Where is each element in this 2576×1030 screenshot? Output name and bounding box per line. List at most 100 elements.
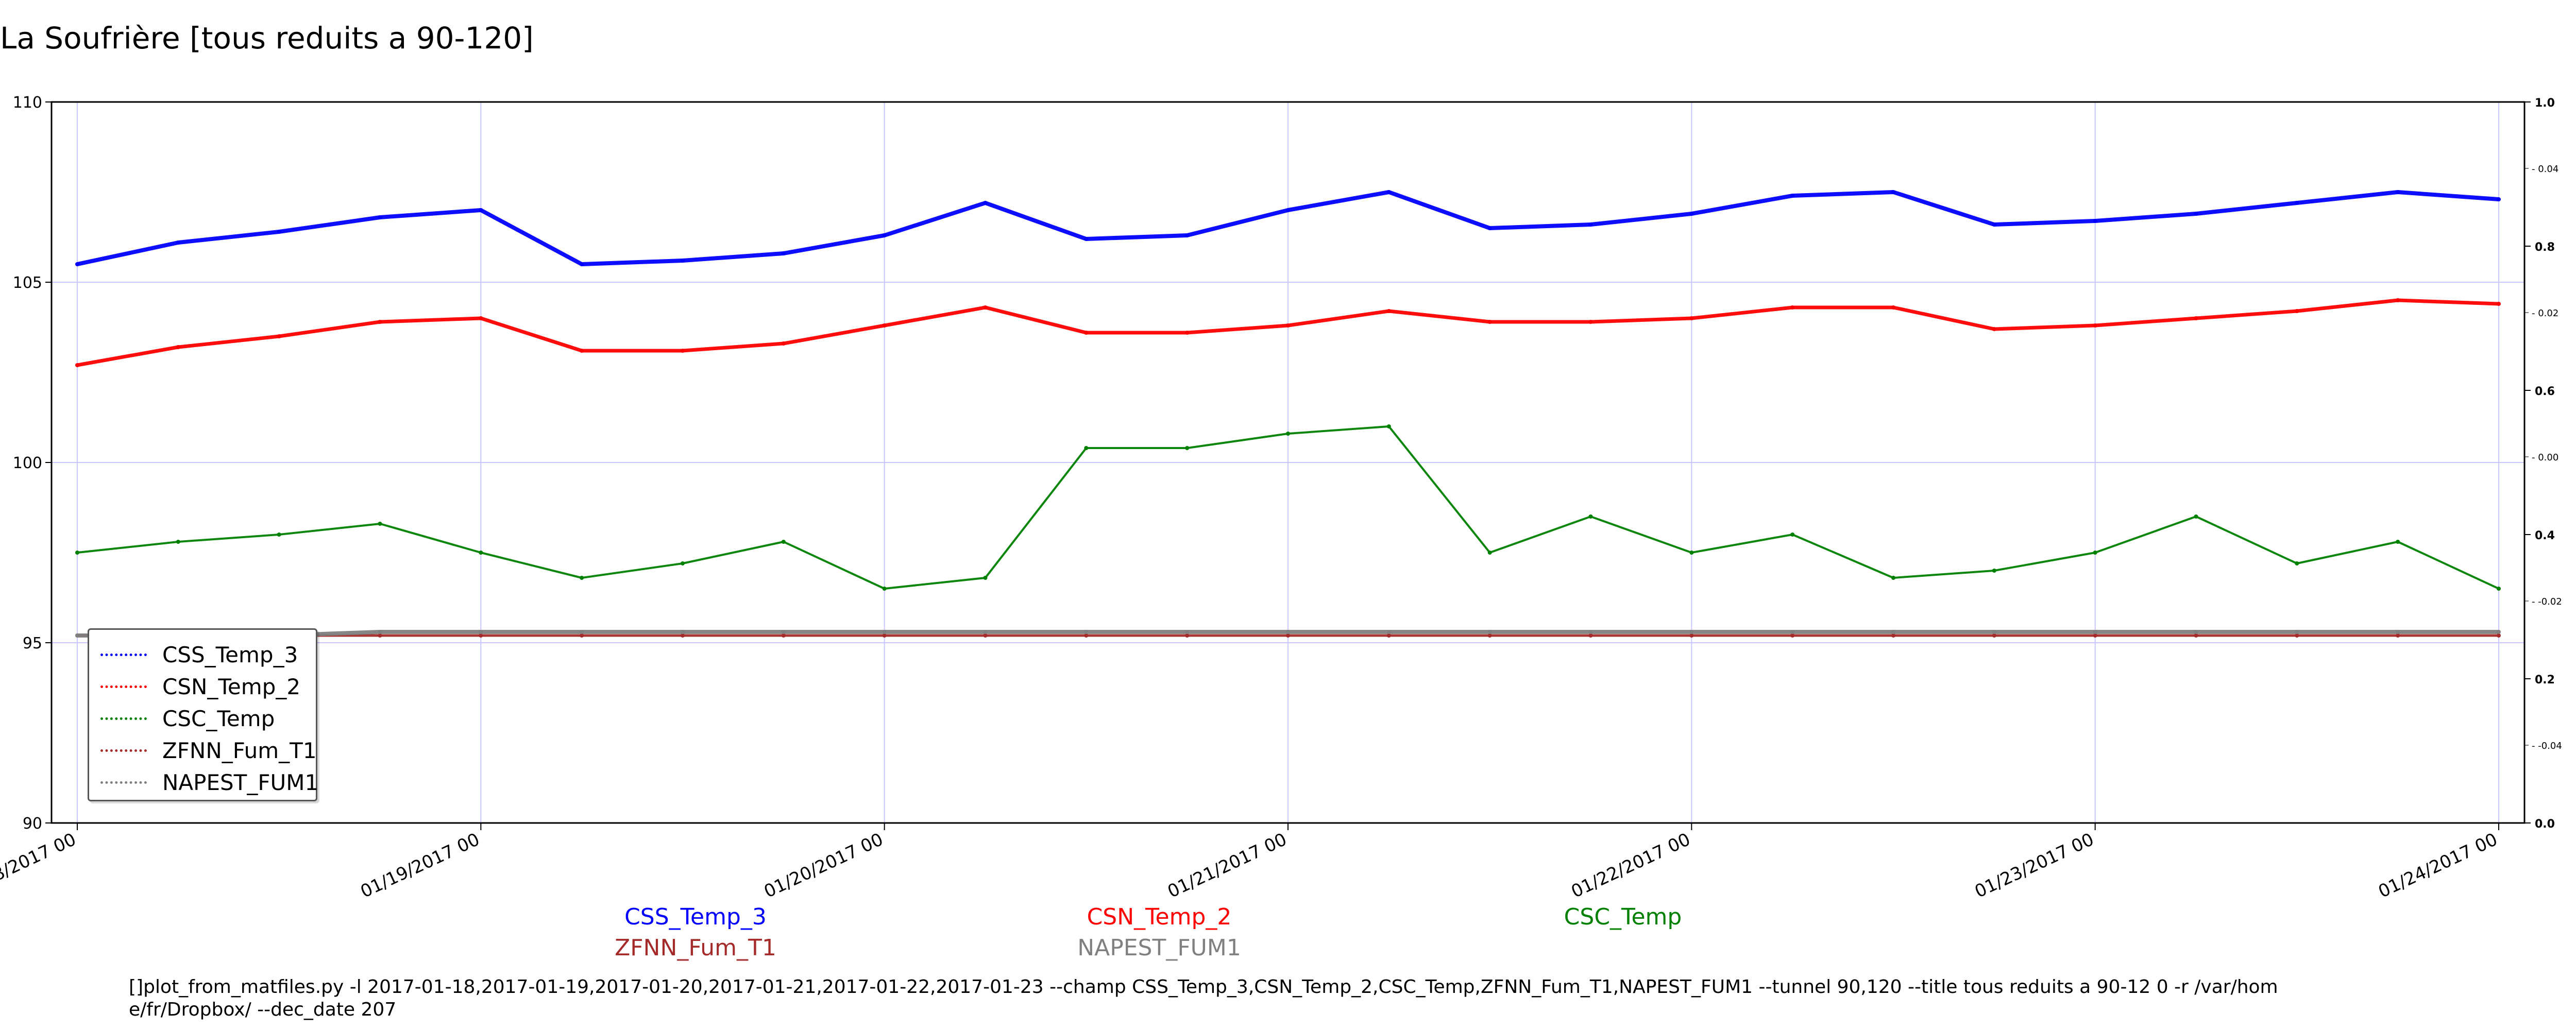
data-point-csc_temp [1689, 551, 1694, 555]
data-point-napest_fum1 [1084, 630, 1089, 634]
data-point-zfnn_fum_t1 [983, 633, 988, 638]
data-point-napest_fum1 [580, 630, 584, 634]
y-tick-label: 95 [23, 634, 42, 653]
data-point-zfnn_fum_t1 [1588, 633, 1593, 638]
data-point-csc_temp [2194, 514, 2198, 519]
data-point-napest_fum1 [882, 630, 887, 634]
y2-tick-label: 0.4 [2535, 529, 2555, 542]
data-point-css_temp_3 [176, 241, 180, 245]
data-point-zfnn_fum_t1 [1185, 633, 1190, 638]
y2-inner-tick-label: - 0.04 [2532, 164, 2558, 175]
data-point-csc_temp [1891, 576, 1895, 580]
data-point-napest_fum1 [2194, 630, 2198, 634]
data-point-css_temp_3 [277, 230, 281, 234]
x-tick-label: 01/21/2017 00 [1164, 829, 1290, 902]
data-point-napest_fum1 [1689, 630, 1694, 634]
data-point-csn_temp_2 [781, 341, 786, 346]
data-point-napest_fum1 [1790, 630, 1795, 634]
y2-tick-label: 0.0 [2535, 818, 2555, 831]
data-point-csn_temp_2 [176, 345, 180, 349]
data-point-napest_fum1 [681, 630, 685, 634]
data-point-css_temp_3 [1487, 226, 1492, 230]
legend-swatch [100, 685, 147, 688]
legend-swatch [100, 781, 147, 784]
data-point-napest_fum1 [378, 630, 382, 634]
data-point-csc_temp [1992, 569, 1996, 573]
data-point-zfnn_fum_t1 [2194, 633, 2198, 638]
data-point-zfnn_fum_t1 [1689, 633, 1694, 638]
data-point-zfnn_fum_t1 [1084, 633, 1089, 638]
data-point-zfnn_fum_t1 [1386, 633, 1391, 638]
legend-swatch [100, 653, 147, 656]
data-point-csn_temp_2 [1891, 305, 1895, 310]
data-point-csc_temp [882, 587, 887, 591]
legend-item: ZFNN_Fum_T1 [89, 735, 317, 766]
data-point-css_temp_3 [479, 208, 483, 212]
data-point-csn_temp_2 [1386, 309, 1391, 313]
data-point-napest_fum1 [781, 630, 786, 634]
x-tick-label: 01/20/2017 00 [761, 829, 887, 902]
data-point-css_temp_3 [781, 251, 786, 255]
legend-item: NAPEST_FUM1 [89, 767, 318, 798]
data-point-csn_temp_2 [277, 334, 281, 338]
data-point-csn_temp_2 [1992, 327, 1996, 331]
data-point-css_temp_3 [983, 201, 988, 205]
data-point-css_temp_3 [2497, 197, 2501, 201]
legend-label: NAPEST_FUM1 [162, 769, 319, 795]
y2-inner-tick-label: - -0.02 [2532, 596, 2562, 607]
data-point-csc_temp [75, 551, 79, 555]
bottom-label-csc_temp: CSC_Temp [1564, 904, 1682, 930]
data-point-csc_temp [378, 522, 382, 526]
data-point-csc_temp [580, 576, 584, 580]
data-point-css_temp_3 [1386, 190, 1391, 194]
legend-label: CSS_Temp_3 [162, 642, 298, 667]
data-point-csn_temp_2 [1588, 320, 1593, 324]
data-point-csc_temp [1487, 551, 1492, 555]
data-point-csn_temp_2 [2194, 316, 2198, 320]
data-point-csn_temp_2 [983, 305, 988, 310]
y-tick-label: 110 [13, 94, 42, 112]
data-point-csc_temp [781, 540, 786, 544]
data-point-csc_temp [1588, 514, 1593, 519]
x-tick-label: 01/24/2017 00 [2375, 829, 2501, 902]
data-point-csc_temp [2295, 561, 2299, 565]
data-point-css_temp_3 [2194, 212, 2198, 216]
data-point-zfnn_fum_t1 [1891, 633, 1895, 638]
data-point-zfnn_fum_t1 [1286, 633, 1290, 638]
data-point-csn_temp_2 [1185, 331, 1190, 335]
command-line-text: []plot_from_matfiles.py -l 2017-01-18,20… [129, 976, 2278, 1020]
data-point-csc_temp [1386, 424, 1391, 428]
legend-swatch [100, 749, 147, 752]
data-point-css_temp_3 [378, 215, 382, 219]
data-point-css_temp_3 [2093, 219, 2097, 223]
data-point-css_temp_3 [1588, 222, 1593, 227]
bottom-label-css_temp_3: CSS_Temp_3 [624, 904, 767, 930]
y2-inner-tick-label: - 0.00 [2532, 452, 2558, 463]
data-point-csn_temp_2 [1790, 305, 1795, 310]
x-tick-label: 01/22/2017 00 [1568, 829, 1694, 902]
data-point-css_temp_3 [1790, 194, 1795, 198]
data-point-zfnn_fum_t1 [580, 633, 584, 638]
data-point-css_temp_3 [1891, 190, 1895, 194]
data-point-napest_fum1 [1992, 630, 1996, 634]
data-point-css_temp_3 [1084, 237, 1089, 241]
data-point-csc_temp [176, 540, 180, 544]
data-point-napest_fum1 [1286, 630, 1290, 634]
data-point-zfnn_fum_t1 [378, 633, 382, 638]
data-point-napest_fum1 [2295, 630, 2299, 634]
data-point-csn_temp_2 [580, 349, 584, 353]
legend-item: CSN_Temp_2 [89, 671, 300, 702]
data-point-zfnn_fum_t1 [882, 633, 887, 638]
data-point-csn_temp_2 [378, 320, 382, 324]
data-point-csn_temp_2 [2497, 302, 2501, 306]
data-point-zfnn_fum_t1 [1790, 633, 1795, 638]
data-point-csn_temp_2 [1286, 323, 1290, 328]
data-point-css_temp_3 [580, 262, 584, 266]
data-point-csn_temp_2 [1487, 320, 1492, 324]
data-point-csn_temp_2 [882, 323, 887, 328]
data-point-csc_temp [1185, 446, 1190, 450]
data-point-napest_fum1 [983, 630, 988, 634]
data-point-css_temp_3 [2295, 201, 2299, 205]
x-tick-label: 01/18/2017 00 [0, 829, 79, 902]
data-point-csc_temp [2497, 587, 2501, 591]
